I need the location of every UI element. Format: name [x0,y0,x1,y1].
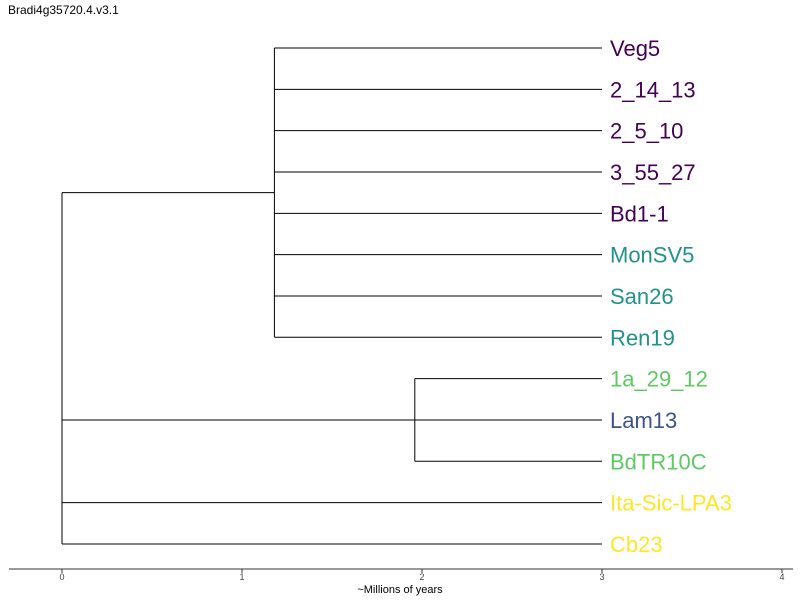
tip-label: 2_5_10 [610,119,683,144]
tip-label: Veg5 [610,36,660,61]
axis-ticks: 0 1 2 3 4 [59,569,785,582]
tip-label: Lam13 [610,408,677,433]
tip-label: San26 [610,284,674,309]
tick-label: 1 [239,572,244,582]
tick-label: 2 [419,572,424,582]
tip-label: Bd1-1 [610,201,669,226]
tip-label: Ita-Sic-LPA3 [610,491,732,516]
tip-label: Ren19 [610,325,675,350]
tick-label: 3 [599,572,604,582]
tick-label: 4 [779,572,784,582]
tick-label: 0 [59,572,64,582]
tip-labels: Veg5 2_14_13 2_5_10 3_55_27 Bd1-1 MonSV5 San26… [610,36,732,557]
time-axis: 0 1 2 3 4 ~Millions of years [9,568,793,596]
axis-label: ~Millions of years [357,584,443,596]
tree-branches [61,47,602,545]
tip-label: BdTR10C [610,449,707,474]
tree-title: Bradi4g35720.4.v3.1 [8,3,119,17]
tip-label: 3_55_27 [610,160,696,185]
tip-label: MonSV5 [610,243,694,268]
tip-label: Cb23 [610,532,663,557]
tip-label: 1a_29_12 [610,367,708,392]
tip-label: 2_14_13 [610,77,696,102]
